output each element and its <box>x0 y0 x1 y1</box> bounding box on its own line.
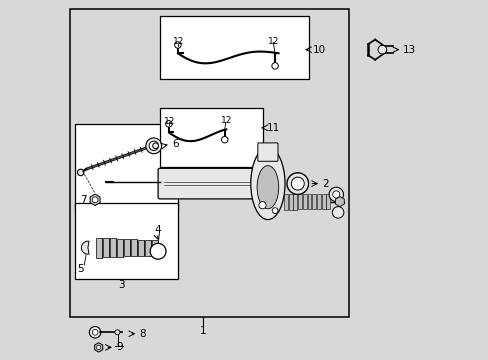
Circle shape <box>332 207 343 218</box>
Ellipse shape <box>250 148 285 220</box>
Circle shape <box>286 173 308 194</box>
Text: 7: 7 <box>80 195 86 205</box>
Bar <box>160 108 262 167</box>
Circle shape <box>145 138 162 154</box>
Text: 12: 12 <box>172 37 183 46</box>
Text: 2: 2 <box>322 179 328 189</box>
Bar <box>325 194 329 209</box>
Bar <box>160 16 309 79</box>
Circle shape <box>291 177 304 190</box>
Bar <box>151 240 158 255</box>
Circle shape <box>96 345 101 350</box>
Circle shape <box>150 243 166 259</box>
Text: 1: 1 <box>200 326 206 336</box>
Circle shape <box>92 329 98 335</box>
Bar <box>293 194 297 210</box>
Bar <box>75 203 178 279</box>
Circle shape <box>152 143 158 149</box>
Text: 4: 4 <box>154 225 161 235</box>
Bar <box>302 194 306 210</box>
Text: 12: 12 <box>267 37 279 46</box>
Circle shape <box>149 141 158 150</box>
Bar <box>288 194 292 210</box>
Bar <box>123 239 130 256</box>
Text: 5: 5 <box>77 264 84 274</box>
Bar <box>298 194 302 210</box>
Text: 13: 13 <box>403 45 416 55</box>
Wedge shape <box>81 241 89 254</box>
Bar <box>110 238 116 257</box>
FancyBboxPatch shape <box>158 168 258 199</box>
Bar <box>117 239 122 257</box>
Bar <box>138 239 143 256</box>
Text: 12: 12 <box>163 117 175 126</box>
Bar <box>144 240 151 256</box>
Bar <box>307 194 311 209</box>
Circle shape <box>221 136 227 143</box>
Bar <box>96 238 102 258</box>
Bar <box>131 239 137 256</box>
Bar <box>75 124 178 211</box>
Text: 3: 3 <box>118 280 124 291</box>
Bar <box>311 194 316 209</box>
Circle shape <box>332 191 339 198</box>
Circle shape <box>272 208 277 213</box>
FancyBboxPatch shape <box>257 143 277 161</box>
Text: 6: 6 <box>171 139 178 149</box>
Bar <box>321 194 325 209</box>
Circle shape <box>89 327 101 338</box>
Bar <box>102 238 109 257</box>
Text: 12: 12 <box>221 116 232 125</box>
Text: 11: 11 <box>266 123 280 133</box>
Text: 10: 10 <box>312 45 325 55</box>
Circle shape <box>328 187 343 202</box>
Bar <box>284 194 287 210</box>
Circle shape <box>115 330 120 335</box>
Circle shape <box>258 202 265 209</box>
Text: 8: 8 <box>139 329 146 339</box>
Circle shape <box>165 121 172 127</box>
Bar <box>70 9 348 317</box>
Circle shape <box>174 42 181 48</box>
Circle shape <box>377 45 386 54</box>
Circle shape <box>92 197 98 203</box>
Circle shape <box>77 169 84 176</box>
Text: 9: 9 <box>116 342 122 352</box>
Bar <box>316 194 320 209</box>
Ellipse shape <box>257 166 278 209</box>
Circle shape <box>271 63 278 69</box>
